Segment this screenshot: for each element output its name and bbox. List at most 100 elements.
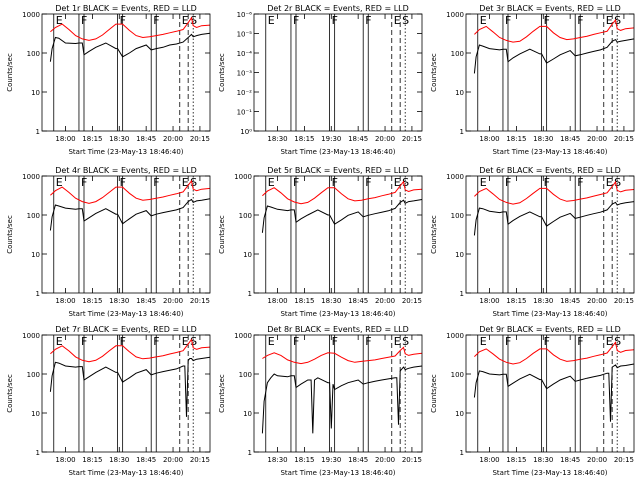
event-label: E xyxy=(606,14,613,27)
x-tick-label: 18:45 xyxy=(348,135,368,143)
y-tick-label: 10⁻⁵ xyxy=(237,31,253,39)
x-tick-label: 18:30 xyxy=(267,135,287,143)
x-tick-label: 18:30 xyxy=(533,135,553,143)
y-axis-label: Counts/sec xyxy=(6,374,14,413)
event-label: E xyxy=(182,14,189,27)
x-tick-label: 19:30 xyxy=(321,135,341,143)
x-tick-label: 18:30 xyxy=(267,456,287,464)
x-tick-label: 18:15 xyxy=(506,135,526,143)
y-tick-label: 10 xyxy=(455,89,464,97)
y-tick-label: 10 xyxy=(455,410,464,418)
event-label: E xyxy=(56,14,63,27)
event-label: S xyxy=(190,176,197,189)
x-tick-label: 18:45 xyxy=(136,456,156,464)
x-tick-label: 20:00 xyxy=(587,297,607,305)
event-label: S xyxy=(402,176,409,189)
x-tick-label: 20:00 xyxy=(587,456,607,464)
y-tick-label: 10 xyxy=(31,251,40,259)
y-tick-label: 10⁻⁴ xyxy=(237,50,253,58)
panel-det-7r: Det 7r BLACK = Events, RED = LLD Counts/s… xyxy=(6,325,211,477)
event-label: S xyxy=(402,335,409,348)
x-tick-label: 18:45 xyxy=(560,135,580,143)
event-label: S xyxy=(614,176,621,189)
x-axis-label: Start Time (23-May-13 18:46:40) xyxy=(280,148,395,156)
panel-title: Det 9r BLACK = Events, RED = LLD xyxy=(479,325,621,334)
panel-title: Det 7r BLACK = Events, RED = LLD xyxy=(55,325,197,334)
y-tick-label: 1 xyxy=(460,449,464,457)
x-tick-label: 18:45 xyxy=(136,135,156,143)
y-axis-label: Counts/sec xyxy=(218,53,226,92)
x-tick-label: 20:15 xyxy=(190,135,210,143)
x-axis-label: Start Time (23-May-13 18:46:40) xyxy=(68,469,183,477)
plot-frame xyxy=(465,13,635,132)
x-tick-label: 18:15 xyxy=(294,135,314,143)
y-tick-label: 10 xyxy=(31,89,40,97)
series-events-line xyxy=(473,38,635,74)
y-tick-label: 100 xyxy=(239,371,252,379)
y-tick-label: 1 xyxy=(460,290,464,298)
event-label: E xyxy=(394,176,401,189)
series-events-line xyxy=(49,198,211,231)
x-tick-label: 18:45 xyxy=(560,456,580,464)
series-lld-line xyxy=(474,180,635,205)
series-events-line xyxy=(261,365,423,434)
y-tick-label: 1000 xyxy=(446,332,464,340)
panel-det-4r: Det 4r BLACK = Events, RED = LLD Counts/s… xyxy=(6,166,211,318)
y-tick-label: 10 xyxy=(31,410,40,418)
x-axis-label: Start Time (23-May-13 18:46:40) xyxy=(68,310,183,318)
plot-frame xyxy=(253,13,423,132)
x-tick-label: 20:15 xyxy=(614,456,634,464)
x-axis-label: Start Time (23-May-13 18:46:40) xyxy=(492,148,607,156)
event-label: E xyxy=(56,176,63,189)
event-label: E xyxy=(268,335,275,348)
panel-det-8r: Det 8r BLACK = Events, RED = LLD Counts/s… xyxy=(218,325,423,477)
event-label: S xyxy=(190,14,197,27)
x-tick-label: 18:00 xyxy=(479,456,499,464)
y-tick-label: 1000 xyxy=(22,11,40,19)
plot-frame xyxy=(465,334,635,453)
series-lld-line xyxy=(474,18,635,43)
y-tick-label: 100 xyxy=(239,212,252,220)
panel-det-2r: Det 2r BLACK = Events, RED = LLD Counts/s… xyxy=(218,4,423,156)
event-label: E xyxy=(56,335,63,348)
x-tick-label: 20:00 xyxy=(587,135,607,143)
x-tick-label: 18:30 xyxy=(533,456,553,464)
event-label: E xyxy=(606,335,613,348)
event-label: E xyxy=(394,335,401,348)
x-tick-label: 18:15 xyxy=(506,456,526,464)
x-tick-label: 18:15 xyxy=(82,456,102,464)
y-axis-label: Counts/sec xyxy=(218,215,226,254)
x-axis-label: Start Time (23-May-13 18:46:40) xyxy=(280,310,395,318)
x-tick-label: 18:30 xyxy=(533,297,553,305)
x-tick-label: 18:15 xyxy=(294,297,314,305)
panel-title: Det 2r BLACK = Events, RED = LLD xyxy=(267,4,409,13)
panel-title: Det 1r BLACK = Events, RED = LLD xyxy=(55,4,197,13)
x-tick-label: 20:00 xyxy=(163,297,183,305)
series-events-line xyxy=(473,201,635,236)
y-tick-label: 10⁻² xyxy=(237,89,253,97)
series-lld-line xyxy=(262,346,423,365)
event-label: S xyxy=(614,335,621,348)
x-tick-label: 20:15 xyxy=(402,135,422,143)
plot-frame xyxy=(41,13,211,132)
x-tick-label: 18:30 xyxy=(109,456,129,464)
y-axis-label: Counts/sec xyxy=(430,53,438,92)
x-axis-label: Start Time (23-May-13 18:46:40) xyxy=(280,469,395,477)
y-tick-label: 100 xyxy=(27,212,40,220)
event-label: S xyxy=(614,14,621,27)
x-tick-label: 20:00 xyxy=(375,456,395,464)
y-tick-label: 100 xyxy=(451,371,464,379)
x-tick-label: 18:45 xyxy=(348,297,368,305)
x-tick-label: 20:00 xyxy=(163,456,183,464)
x-axis-label: Start Time (23-May-13 18:46:40) xyxy=(68,148,183,156)
x-tick-label: 18:30 xyxy=(109,135,129,143)
event-label: E xyxy=(606,176,613,189)
x-tick-label: 18:15 xyxy=(294,456,314,464)
plot-frame xyxy=(41,175,211,294)
series-lld-line xyxy=(262,180,423,205)
x-tick-label: 18:00 xyxy=(267,297,287,305)
y-tick-label: 100 xyxy=(27,371,40,379)
y-tick-label: 10⁻⁶ xyxy=(237,11,253,19)
y-tick-label: 1 xyxy=(36,128,40,136)
